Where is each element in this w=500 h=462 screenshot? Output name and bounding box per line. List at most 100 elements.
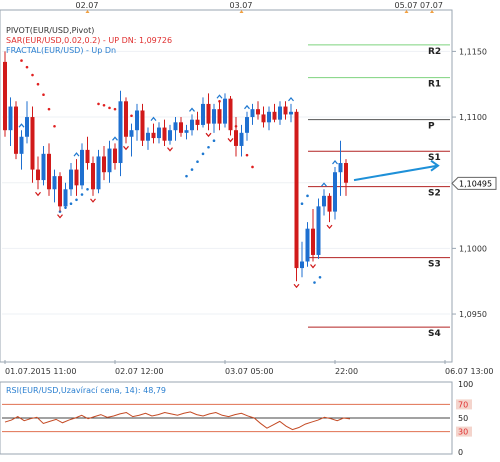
candle-bear	[195, 119, 200, 125]
fractal-up-marker	[244, 104, 250, 110]
candle-bull	[8, 106, 13, 131]
price-tick-label: 1,0950	[459, 310, 487, 319]
fractal-down-marker	[326, 224, 333, 230]
candle-bear	[30, 117, 35, 170]
fractal-down-marker	[167, 147, 173, 152]
bottom-time-label: 01.07.2015 11:00	[5, 367, 76, 376]
legend-entry: SAR(EUR/USD,0.02,0.2) - UP DN: 1,09726	[6, 36, 172, 45]
sar-dot	[20, 59, 23, 62]
candle-bull	[190, 119, 194, 131]
fractal-up-marker	[73, 152, 80, 157]
candle-bear	[217, 109, 222, 124]
sar-dot	[251, 165, 254, 169]
candle-bull	[289, 111, 293, 115]
pivot-label-s3: S3	[428, 260, 441, 270]
candle-bear	[327, 195, 332, 212]
sar-dot	[42, 93, 45, 97]
rsi-axis: 100 70 50 30 0	[456, 380, 473, 457]
last-price-box	[451, 176, 497, 190]
fractal-down-marker	[227, 138, 234, 143]
rsi-levels	[2, 403, 450, 433]
candle-bull	[201, 103, 205, 125]
candle-bear	[272, 111, 277, 120]
price-tick-label: 1,1100	[459, 113, 487, 122]
top-date-marker	[239, 10, 244, 13]
sar-dot	[80, 193, 84, 196]
candle-bull	[52, 176, 57, 190]
candle-bull	[107, 148, 112, 173]
candle-bull	[333, 172, 337, 212]
rsi-level-badge	[456, 399, 472, 410]
sar-dot	[207, 145, 210, 149]
sar-dot	[108, 106, 111, 110]
sar-dot	[69, 202, 73, 206]
sar-dot	[102, 103, 106, 107]
rsi-title: RSI(EUR/USD,Uzavírací cena, 14): 48,79	[6, 386, 166, 395]
fractal-down-marker	[123, 145, 129, 151]
fractal-up-marker	[216, 94, 223, 99]
candle-bull	[338, 163, 343, 173]
rsi-tick-label: 100	[458, 380, 473, 389]
candle-bear	[294, 111, 299, 269]
pivot-lines: R2 R1 P S1 S2 S3 S4	[308, 44, 450, 339]
candle-bear	[283, 106, 288, 115]
candle-bull	[96, 156, 101, 190]
fractal-up-marker	[332, 160, 338, 165]
fractal-down-marker	[205, 132, 212, 138]
legend-entry: FRACTAL(EUR/USD) - Up Dn	[6, 46, 116, 55]
candle-bull	[184, 130, 189, 133]
fractal-markers	[18, 94, 338, 289]
sar-dot	[190, 168, 194, 171]
candle-bear	[140, 110, 145, 141]
forecast-arrow-shaft	[353, 164, 439, 182]
fractal-down-marker	[90, 198, 96, 203]
candle-bear	[261, 114, 266, 123]
sar-dot	[97, 102, 100, 106]
candle-bull	[322, 195, 326, 207]
candle-bull	[41, 153, 46, 181]
fractal-up-marker	[18, 123, 25, 128]
pivot-label-r1: R1	[428, 80, 441, 90]
candle-bull	[212, 109, 216, 124]
candle-bear	[47, 153, 51, 190]
pivot-label-s1: S1	[428, 153, 441, 163]
candlesticks	[3, 51, 348, 282]
candle-bull	[300, 261, 304, 269]
forecast-arrow-head	[430, 159, 440, 172]
pivot-label-s4: S4	[428, 329, 441, 339]
candle-bull	[239, 132, 244, 146]
last-price-marker: 1,10495	[451, 176, 497, 190]
top-date-marker	[404, 10, 409, 13]
fractal-up-marker	[288, 96, 294, 102]
fractal-up-marker	[112, 136, 118, 141]
candle-bull	[25, 117, 29, 137]
top-date-marker	[430, 10, 434, 13]
bottom-time-label: 02.07 12:00	[115, 367, 164, 376]
sar-dot	[47, 107, 51, 111]
fractal-down-marker	[57, 214, 63, 219]
candle-bear	[234, 130, 238, 146]
candle-bull	[267, 111, 271, 123]
candle-bear	[179, 122, 183, 133]
candle-bull	[129, 130, 134, 137]
candle-bear	[3, 61, 7, 131]
price-tick-label: 1,1000	[459, 244, 487, 253]
candle-bear	[228, 98, 233, 131]
candle-bull	[168, 130, 172, 141]
sar-dot	[113, 107, 117, 111]
candle-bear	[14, 106, 18, 154]
candle-bull	[245, 117, 249, 133]
sar-dot	[31, 73, 34, 77]
sar-dot	[212, 139, 216, 142]
candle-bear	[85, 149, 90, 164]
rsi-line	[4, 411, 351, 431]
bottom-time-label: 22:00	[335, 367, 358, 376]
sar-dot	[185, 174, 188, 178]
candle-bull	[305, 228, 310, 262]
fractal-down-marker	[35, 191, 41, 197]
sar-dot	[36, 82, 40, 86]
candle-bear	[91, 163, 95, 190]
rsi-tick-label: 30	[458, 428, 468, 437]
candle-bull	[19, 136, 24, 154]
